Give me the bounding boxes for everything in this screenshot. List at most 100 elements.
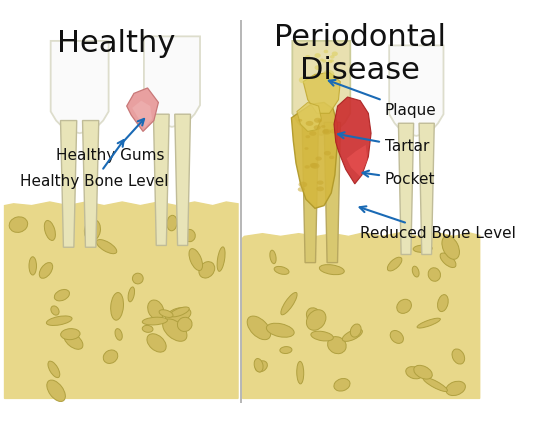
Ellipse shape — [305, 135, 310, 138]
Polygon shape — [0, 20, 482, 403]
Ellipse shape — [323, 70, 334, 78]
Ellipse shape — [61, 329, 80, 340]
Polygon shape — [302, 122, 318, 263]
Ellipse shape — [320, 58, 324, 61]
Ellipse shape — [322, 59, 327, 63]
Ellipse shape — [328, 337, 346, 354]
Ellipse shape — [316, 157, 322, 161]
Ellipse shape — [342, 329, 362, 341]
Ellipse shape — [163, 319, 187, 341]
Ellipse shape — [387, 257, 402, 271]
Ellipse shape — [44, 220, 55, 240]
Ellipse shape — [96, 239, 117, 254]
Text: Pocket: Pocket — [362, 170, 435, 187]
Polygon shape — [175, 114, 190, 245]
Ellipse shape — [311, 331, 333, 341]
Ellipse shape — [438, 294, 448, 312]
Ellipse shape — [329, 79, 335, 83]
Ellipse shape — [314, 118, 322, 123]
Ellipse shape — [159, 310, 173, 317]
Ellipse shape — [390, 330, 403, 343]
Ellipse shape — [412, 266, 419, 277]
Ellipse shape — [324, 151, 331, 156]
Ellipse shape — [452, 349, 465, 364]
Polygon shape — [127, 88, 158, 132]
Ellipse shape — [255, 361, 268, 372]
Polygon shape — [297, 102, 321, 132]
Ellipse shape — [330, 55, 335, 59]
Ellipse shape — [299, 77, 308, 83]
Ellipse shape — [304, 165, 310, 169]
Ellipse shape — [310, 163, 317, 168]
Ellipse shape — [350, 324, 361, 337]
Ellipse shape — [319, 265, 344, 275]
Ellipse shape — [142, 325, 153, 332]
Polygon shape — [144, 36, 200, 127]
Polygon shape — [51, 41, 109, 133]
Ellipse shape — [406, 367, 423, 379]
Polygon shape — [389, 45, 443, 136]
Text: Reduced Bone Level: Reduced Bone Level — [360, 206, 516, 241]
Polygon shape — [132, 101, 152, 128]
Ellipse shape — [142, 317, 167, 325]
Ellipse shape — [47, 380, 66, 401]
Ellipse shape — [297, 361, 304, 384]
Ellipse shape — [170, 307, 189, 317]
Ellipse shape — [428, 268, 440, 281]
Ellipse shape — [9, 217, 28, 232]
Ellipse shape — [103, 350, 118, 363]
Text: Healthy Gums: Healthy Gums — [56, 119, 165, 163]
Ellipse shape — [111, 293, 124, 320]
Ellipse shape — [324, 50, 328, 53]
Ellipse shape — [311, 163, 320, 169]
Ellipse shape — [147, 334, 166, 352]
Ellipse shape — [440, 253, 456, 267]
Ellipse shape — [314, 53, 321, 58]
Polygon shape — [334, 97, 371, 184]
Polygon shape — [324, 122, 341, 263]
Polygon shape — [303, 73, 340, 113]
Ellipse shape — [54, 289, 69, 301]
Polygon shape — [292, 102, 337, 209]
Ellipse shape — [84, 219, 101, 241]
Ellipse shape — [64, 332, 83, 349]
Ellipse shape — [115, 329, 122, 340]
Polygon shape — [398, 123, 414, 255]
Text: Healthy Bone Level: Healthy Bone Level — [20, 140, 168, 189]
Ellipse shape — [397, 299, 411, 313]
Ellipse shape — [330, 129, 337, 134]
Text: Periodontal
Disease: Periodontal Disease — [274, 23, 446, 85]
Ellipse shape — [298, 187, 305, 192]
Ellipse shape — [417, 318, 440, 328]
Ellipse shape — [323, 129, 329, 134]
Ellipse shape — [328, 60, 333, 63]
Ellipse shape — [166, 308, 191, 323]
Ellipse shape — [317, 187, 324, 191]
Polygon shape — [154, 114, 169, 245]
Ellipse shape — [314, 65, 321, 70]
Ellipse shape — [324, 74, 336, 83]
Ellipse shape — [281, 292, 297, 315]
Ellipse shape — [413, 245, 432, 253]
Ellipse shape — [128, 287, 134, 302]
Ellipse shape — [330, 59, 334, 62]
Ellipse shape — [247, 316, 271, 340]
Ellipse shape — [332, 52, 338, 56]
Ellipse shape — [304, 147, 309, 150]
Ellipse shape — [298, 182, 307, 187]
Ellipse shape — [317, 181, 324, 185]
Ellipse shape — [270, 250, 276, 264]
Ellipse shape — [305, 55, 310, 59]
Polygon shape — [346, 145, 367, 177]
Ellipse shape — [39, 263, 53, 278]
Polygon shape — [4, 202, 238, 398]
Ellipse shape — [46, 316, 72, 325]
Ellipse shape — [132, 273, 143, 284]
Ellipse shape — [442, 236, 459, 259]
Ellipse shape — [280, 346, 292, 354]
Ellipse shape — [167, 215, 177, 231]
Ellipse shape — [183, 229, 195, 242]
Ellipse shape — [254, 359, 263, 372]
Polygon shape — [61, 121, 77, 247]
Ellipse shape — [266, 323, 294, 337]
